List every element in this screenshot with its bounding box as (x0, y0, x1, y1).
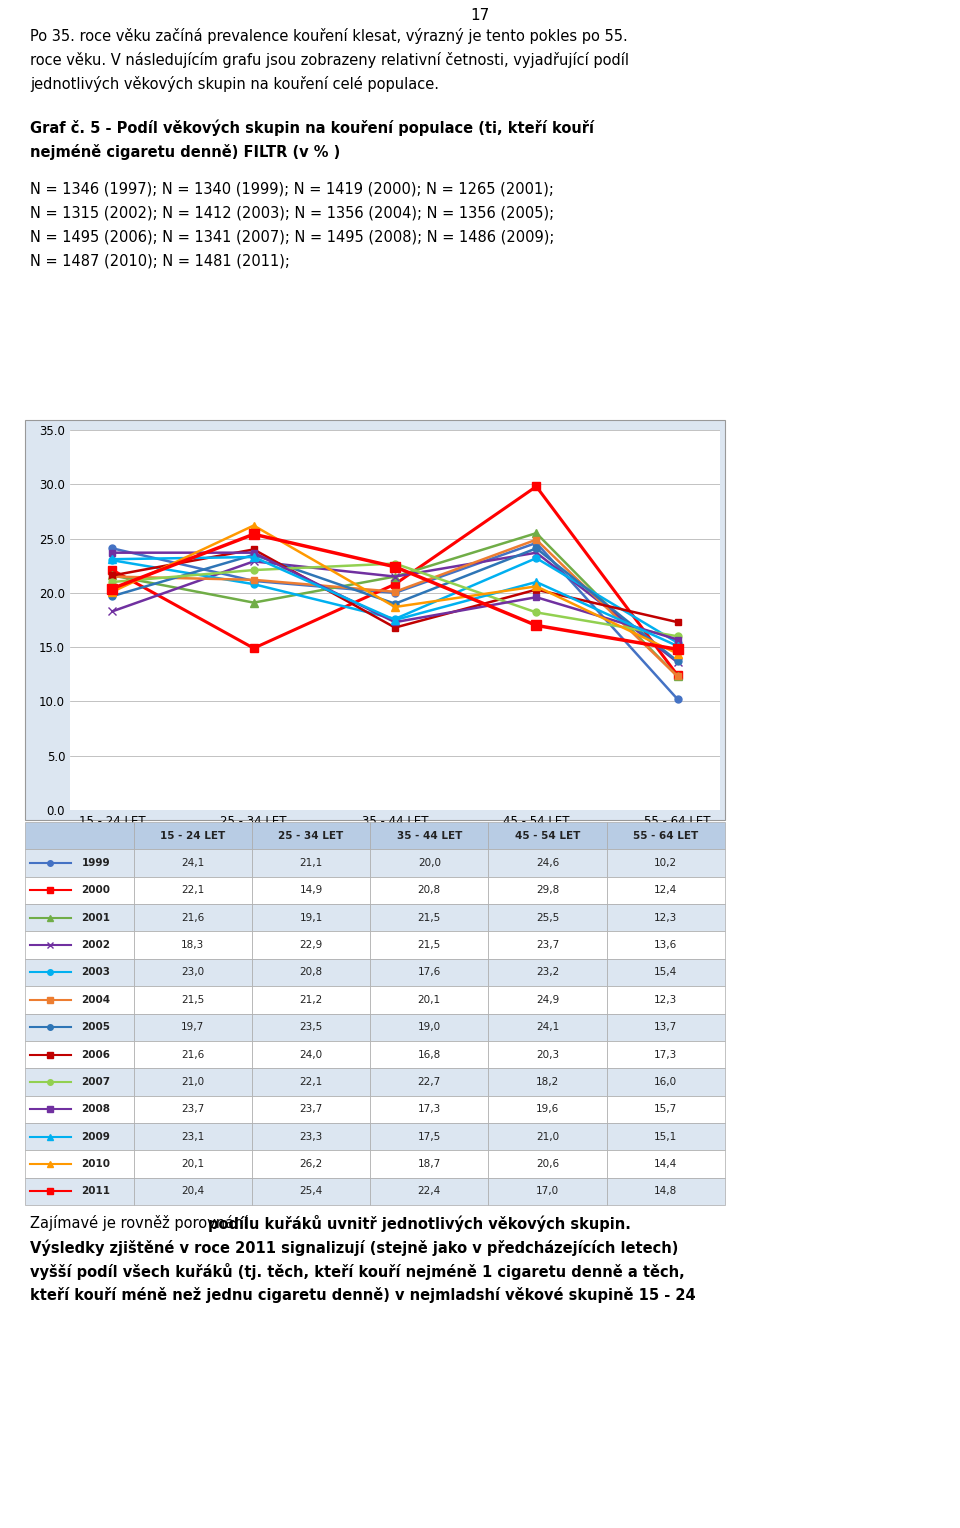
Text: 17,3: 17,3 (654, 1050, 678, 1059)
Text: 13,6: 13,6 (654, 940, 678, 950)
Text: 14,4: 14,4 (654, 1158, 678, 1169)
Text: 2006: 2006 (82, 1050, 110, 1059)
Text: 55 - 64 LET: 55 - 64 LET (634, 831, 699, 840)
Text: 23,5: 23,5 (300, 1022, 323, 1033)
Text: 23,0: 23,0 (181, 967, 204, 978)
Text: 23,1: 23,1 (181, 1132, 204, 1141)
Text: vyšší podíl všech kuřáků (tj. těch, kteří kouří nejméně 1 cigaretu denně a těch,: vyšší podíl všech kuřáků (tj. těch, kteř… (30, 1264, 684, 1280)
Text: 2007: 2007 (82, 1077, 110, 1086)
Text: 23,3: 23,3 (300, 1132, 323, 1141)
Text: 24,1: 24,1 (181, 859, 204, 868)
Text: 2008: 2008 (82, 1105, 110, 1114)
Text: 21,5: 21,5 (181, 995, 204, 1005)
Text: 45 - 54 LET: 45 - 54 LET (515, 831, 580, 840)
Text: 18,3: 18,3 (181, 940, 204, 950)
Text: 20,4: 20,4 (181, 1186, 204, 1196)
Text: 2004: 2004 (82, 995, 110, 1005)
Text: roce věku. V následujícím grafu jsou zobrazeny relativní četnosti, vyjadřující p: roce věku. V následujícím grafu jsou zob… (30, 52, 629, 69)
Text: 16,0: 16,0 (655, 1077, 678, 1086)
Text: 23,2: 23,2 (536, 967, 559, 978)
Text: 2010: 2010 (82, 1158, 110, 1169)
Text: 25,5: 25,5 (536, 912, 559, 923)
Text: N = 1495 (2006); N = 1341 (2007); N = 1495 (2008); N = 1486 (2009);: N = 1495 (2006); N = 1341 (2007); N = 14… (30, 231, 554, 244)
Text: 18,2: 18,2 (536, 1077, 559, 1086)
Text: 2009: 2009 (82, 1132, 110, 1141)
Text: 2005: 2005 (82, 1022, 110, 1033)
Text: 19,1: 19,1 (300, 912, 323, 923)
Text: Výsledky zjištěné v roce 2011 signalizují (stejně jako v předcházejících letech): Výsledky zjištěné v roce 2011 signalizuj… (30, 1239, 679, 1256)
Text: N = 1315 (2002); N = 1412 (2003); N = 1356 (2004); N = 1356 (2005);: N = 1315 (2002); N = 1412 (2003); N = 13… (30, 206, 554, 222)
Text: 22,4: 22,4 (418, 1186, 441, 1196)
Text: Graf č. 5 - Podíl věkových skupin na kouření populace (ti, kteří kouří: Graf č. 5 - Podíl věkových skupin na kou… (30, 121, 594, 136)
Text: 2003: 2003 (82, 967, 110, 978)
Text: 17,3: 17,3 (418, 1105, 441, 1114)
Text: 17: 17 (470, 8, 490, 23)
Text: 16,8: 16,8 (418, 1050, 441, 1059)
Text: 22,1: 22,1 (300, 1077, 323, 1086)
Text: 18,7: 18,7 (418, 1158, 441, 1169)
Text: 2011: 2011 (82, 1186, 110, 1196)
Text: 17,5: 17,5 (418, 1132, 441, 1141)
Text: nejméně cigaretu denně) FILTR (v % ): nejméně cigaretu denně) FILTR (v % ) (30, 144, 340, 160)
Text: 17,6: 17,6 (418, 967, 441, 978)
Text: 2001: 2001 (82, 912, 110, 923)
Text: 2002: 2002 (82, 940, 110, 950)
Text: 13,7: 13,7 (654, 1022, 678, 1033)
Text: 20,1: 20,1 (418, 995, 441, 1005)
Text: 24,1: 24,1 (536, 1022, 559, 1033)
Text: 15 - 24 LET: 15 - 24 LET (160, 831, 226, 840)
Text: 22,7: 22,7 (418, 1077, 441, 1086)
Text: 20,3: 20,3 (536, 1050, 559, 1059)
Text: jednotlivých věkových skupin na kouření celé populace.: jednotlivých věkových skupin na kouření … (30, 76, 439, 92)
Text: 19,0: 19,0 (418, 1022, 441, 1033)
Text: 24,9: 24,9 (536, 995, 559, 1005)
Text: 14,8: 14,8 (654, 1186, 678, 1196)
Text: 22,1: 22,1 (181, 885, 204, 895)
Text: 21,0: 21,0 (536, 1132, 559, 1141)
Text: 21,2: 21,2 (300, 995, 323, 1005)
Text: 1999: 1999 (82, 859, 110, 868)
Text: 24,0: 24,0 (300, 1050, 323, 1059)
Text: 10,2: 10,2 (655, 859, 678, 868)
Text: 19,6: 19,6 (536, 1105, 559, 1114)
Text: 25 - 34 LET: 25 - 34 LET (278, 831, 344, 840)
Text: 12,3: 12,3 (654, 912, 678, 923)
Text: 19,7: 19,7 (181, 1022, 204, 1033)
Text: 22,9: 22,9 (300, 940, 323, 950)
Text: 12,4: 12,4 (654, 885, 678, 895)
Text: 2000: 2000 (82, 885, 110, 895)
Text: 29,8: 29,8 (536, 885, 559, 895)
Text: 26,2: 26,2 (300, 1158, 323, 1169)
Text: 21,6: 21,6 (181, 912, 204, 923)
Text: 23,7: 23,7 (300, 1105, 323, 1114)
Text: 20,0: 20,0 (418, 859, 441, 868)
Text: 14,9: 14,9 (300, 885, 323, 895)
Text: Zajímavé je rovněž porovnání: Zajímavé je rovněž porovnání (30, 1215, 252, 1232)
Text: 25,4: 25,4 (300, 1186, 323, 1196)
Text: 24,6: 24,6 (536, 859, 559, 868)
Text: 21,0: 21,0 (181, 1077, 204, 1086)
Text: 21,1: 21,1 (300, 859, 323, 868)
Text: 12,3: 12,3 (654, 995, 678, 1005)
Text: 23,7: 23,7 (536, 940, 559, 950)
Text: 35 - 44 LET: 35 - 44 LET (396, 831, 462, 840)
Text: 15,4: 15,4 (654, 967, 678, 978)
Text: kteří kouří méně než jednu cigaretu denně) v nejmladshí věkové skupině 15 - 24: kteří kouří méně než jednu cigaretu denn… (30, 1287, 696, 1303)
Text: 23,7: 23,7 (181, 1105, 204, 1114)
Text: 21,6: 21,6 (181, 1050, 204, 1059)
Text: 20,8: 20,8 (300, 967, 323, 978)
Text: 17,0: 17,0 (536, 1186, 559, 1196)
Text: 20,1: 20,1 (181, 1158, 204, 1169)
Text: 21,5: 21,5 (418, 940, 441, 950)
Text: Po 35. roce věku začíná prevalence kouření klesat, výrazný je tento pokles po 55: Po 35. roce věku začíná prevalence kouře… (30, 28, 628, 44)
Text: podílu kuřáků uvnitř jednotlivých věkových skupin.: podílu kuřáků uvnitř jednotlivých věkový… (208, 1215, 632, 1232)
Text: N = 1487 (2010); N = 1481 (2011);: N = 1487 (2010); N = 1481 (2011); (30, 254, 290, 269)
Text: 20,6: 20,6 (536, 1158, 559, 1169)
Text: 15,1: 15,1 (654, 1132, 678, 1141)
Text: 15,7: 15,7 (654, 1105, 678, 1114)
Text: N = 1346 (1997); N = 1340 (1999); N = 1419 (2000); N = 1265 (2001);: N = 1346 (1997); N = 1340 (1999); N = 14… (30, 182, 554, 197)
Text: 21,5: 21,5 (418, 912, 441, 923)
Text: 20,8: 20,8 (418, 885, 441, 895)
